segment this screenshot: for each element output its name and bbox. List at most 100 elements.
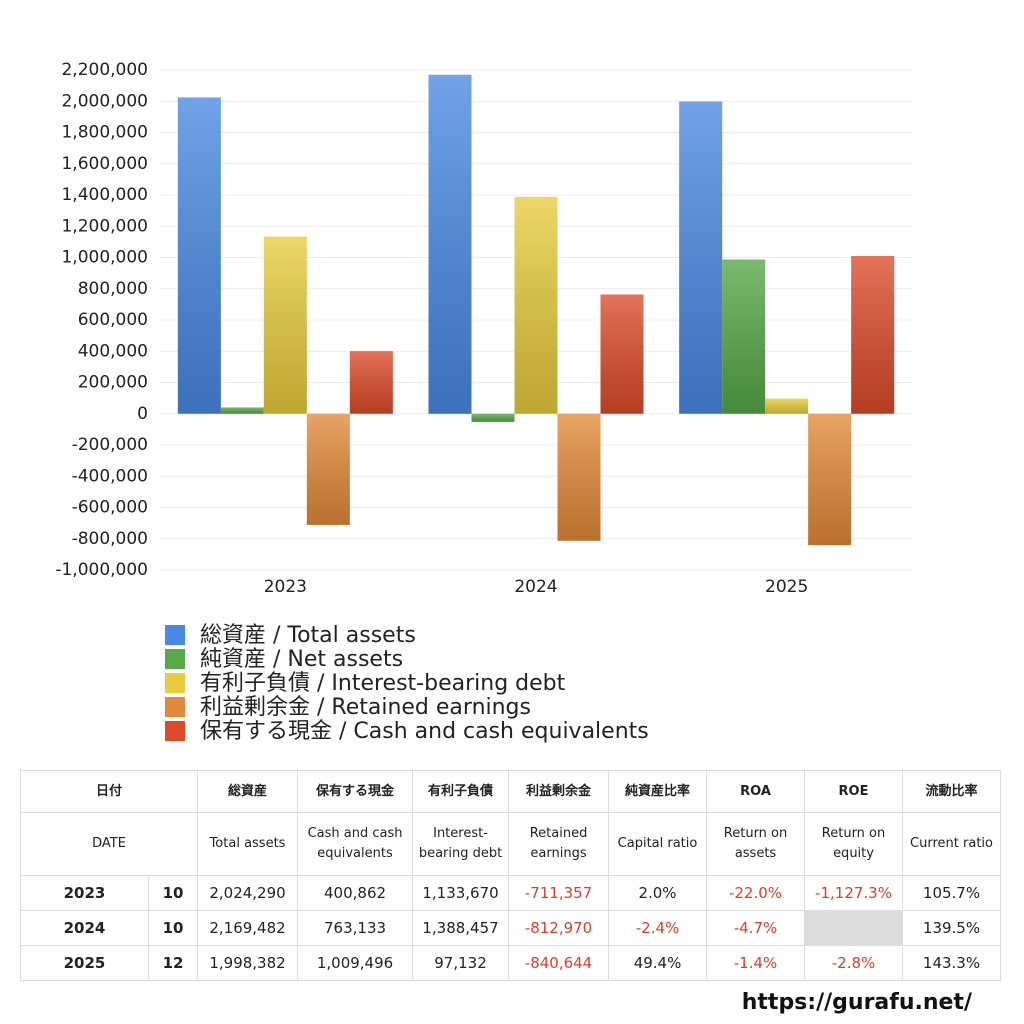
bar xyxy=(679,101,723,414)
table-cell: 2025 xyxy=(20,945,149,981)
y-tick-label: 800,000 xyxy=(78,279,148,299)
table-cell: 2,169,482 xyxy=(197,910,299,946)
bar xyxy=(722,259,766,414)
table-cell: 10 xyxy=(147,910,199,946)
table-cell: -812,970 xyxy=(508,910,610,946)
table-cell: Interest-bearing debt xyxy=(412,812,510,876)
x-tick-label: 2024 xyxy=(514,577,557,597)
y-tick-label: 1,800,000 xyxy=(61,123,148,143)
source-url: https://gurafu.net/ xyxy=(741,990,972,1015)
table-cell: 2,024,290 xyxy=(197,875,299,911)
table-cell: -22.0% xyxy=(706,875,806,911)
table-cell: -840,644 xyxy=(508,945,610,981)
table-cell: -1,127.3% xyxy=(804,875,904,911)
table-cell xyxy=(804,910,904,946)
table-cell: 49.4% xyxy=(608,945,708,981)
y-tick-label: -400,000 xyxy=(72,466,148,486)
legend-swatch xyxy=(165,673,185,693)
data-row: 2025 12 1,998,382 1,009,496 97,132 -840,644 49… xyxy=(20,945,1002,981)
bar xyxy=(557,413,601,541)
y-tick-label: -600,000 xyxy=(72,498,148,518)
table-cell: -2.4% xyxy=(608,910,708,946)
header-row: 日付 総資産 保有する現金 有利子負債 利益剰余金 純資産比率 ROA ROE 流動比率 xyxy=(19,770,1002,813)
bar xyxy=(600,294,644,414)
y-tick-label: 0 xyxy=(137,404,148,424)
legend-label: 利益剰余金 / Retained earnings xyxy=(200,695,531,720)
table-cell: 保有する現金 xyxy=(297,770,414,813)
table-cell: Capital ratio xyxy=(608,812,708,876)
table-cell: 139.5% xyxy=(902,910,1002,946)
y-tick-label: 1,200,000 xyxy=(61,216,148,236)
table-cell: 763,133 xyxy=(297,910,414,946)
header-row: DATE Total assets Cash and cash equivalent… xyxy=(19,812,1002,876)
bar xyxy=(514,196,558,414)
table-cell: -2.8% xyxy=(804,945,904,981)
bar xyxy=(765,398,809,414)
bar xyxy=(220,407,264,414)
bar xyxy=(177,97,221,414)
bar xyxy=(306,413,350,525)
y-tick-label: 600,000 xyxy=(78,310,148,330)
table-cell: Current ratio xyxy=(902,812,1002,876)
legend-swatch xyxy=(165,697,185,717)
legend-swatch xyxy=(165,649,185,669)
table-cell: 10 xyxy=(147,875,199,911)
table-cell: 1,009,496 xyxy=(297,945,414,981)
bar xyxy=(471,413,515,422)
y-tick-label: 1,000,000 xyxy=(61,248,148,268)
table-cell: 400,862 xyxy=(297,875,414,911)
table-cell: Total assets xyxy=(197,812,299,876)
data-table: 日付 総資産 保有する現金 有利子負債 利益剰余金 純資産比率 ROA ROE 流動比率 DATE… xyxy=(19,770,1002,981)
table-cell: 143.3% xyxy=(902,945,1002,981)
table-cell: 105.7% xyxy=(902,875,1002,911)
table-cell: Retained earnings xyxy=(508,812,610,876)
table-cell: 1,388,457 xyxy=(412,910,510,946)
table-cell: 1,133,670 xyxy=(412,875,510,911)
table-cell: 利益剰余金 xyxy=(508,770,610,813)
table-cell: Return on equity xyxy=(804,812,904,876)
table-cell: 2024 xyxy=(20,910,149,946)
bar xyxy=(851,256,895,414)
table-cell: 2.0% xyxy=(608,875,708,911)
table-cell: Cash and cash equivalents xyxy=(297,812,414,876)
table-cell: 流動比率 xyxy=(902,770,1002,813)
bar xyxy=(263,236,307,414)
table-cell: 有利子負債 xyxy=(412,770,510,813)
y-tick-label: 1,600,000 xyxy=(61,154,148,174)
table-cell: -1.4% xyxy=(706,945,806,981)
table-cell: 日付 xyxy=(19,770,199,813)
data-row: 2024 10 2,169,482 763,133 1,388,457 -812,970-… xyxy=(20,910,1002,946)
table-cell: ROA xyxy=(706,770,806,813)
legend-label: 保有する現金 / Cash and cash equivalents xyxy=(200,719,649,744)
table-cell: -711,357 xyxy=(508,875,610,911)
y-tick-label: 2,000,000 xyxy=(61,91,148,111)
table-cell: 12 xyxy=(147,945,199,981)
x-tick-label: 2025 xyxy=(765,577,808,597)
y-tick-label: 2,200,000 xyxy=(61,60,148,80)
legend-swatch xyxy=(165,625,185,645)
legend-label: 有利子負債 / Interest-bearing debt xyxy=(200,671,566,696)
bar xyxy=(349,351,393,414)
table-cell: DATE xyxy=(19,812,199,876)
data-row: 2023 10 2,024,290 400,862 1,133,670 -711,357 2… xyxy=(20,875,1002,911)
legend-label: 総資産 / Total assets xyxy=(200,623,416,648)
chart: -1,000,000 -800,000 -600,000 -400,000 -200,0… xyxy=(55,60,912,744)
y-tick-label: 1,400,000 xyxy=(61,185,148,205)
y-tick-label: -1,000,000 xyxy=(55,560,148,580)
legend-label: 純資産 / Net assets xyxy=(200,647,403,672)
table-cell: Return on assets xyxy=(706,812,806,876)
y-tick-label: -800,000 xyxy=(72,529,148,549)
legend-swatch xyxy=(165,721,185,741)
y-tick-label: -200,000 xyxy=(72,435,148,455)
bar xyxy=(428,74,472,414)
table-cell: 2023 xyxy=(20,875,149,911)
table-cell: ROE xyxy=(804,770,904,813)
y-tick-label: 400,000 xyxy=(78,341,148,361)
table-cell: -4.7% xyxy=(706,910,806,946)
bar xyxy=(808,413,852,546)
table-cell: 純資産比率 xyxy=(608,770,708,813)
y-tick-label: 200,000 xyxy=(78,373,148,393)
table-cell: 97,132 xyxy=(412,945,510,981)
table-cell: 1,998,382 xyxy=(197,945,299,981)
